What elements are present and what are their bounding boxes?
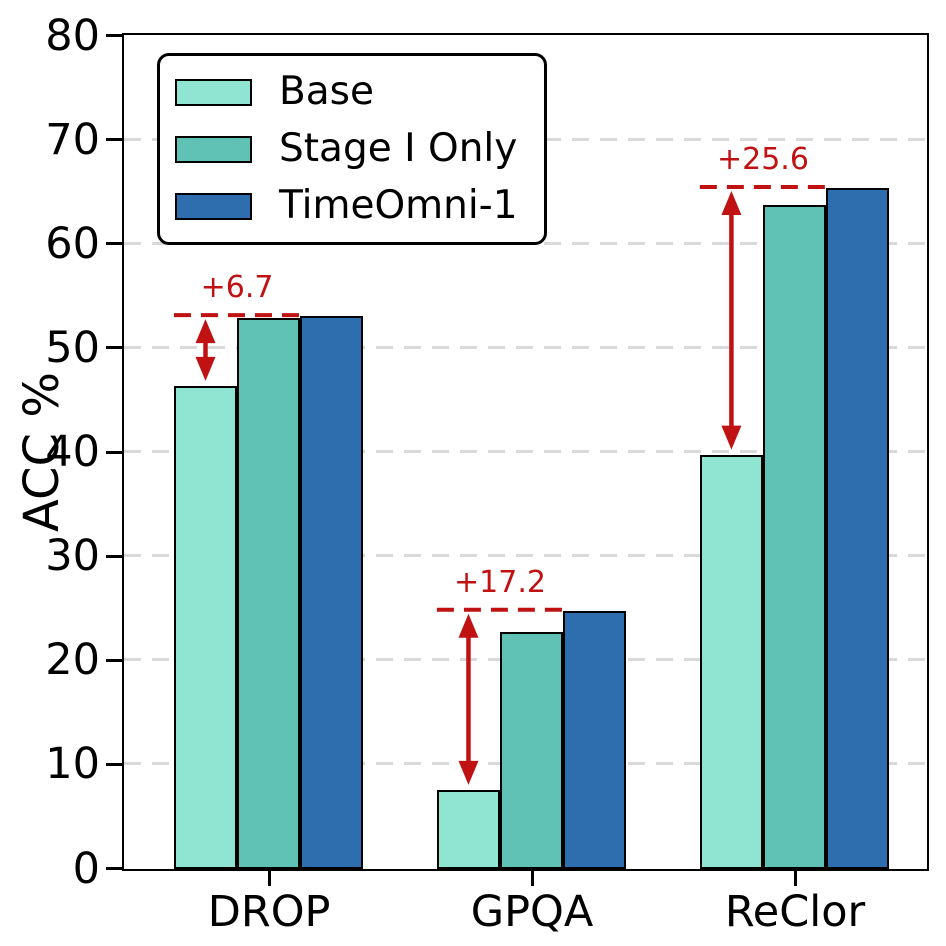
y-tick-60	[106, 242, 122, 246]
y-tick-label-0: 0	[72, 843, 100, 894]
annotation-label-drop: +6.7	[200, 270, 274, 306]
x-tick-label-reclor: ReClor	[724, 887, 866, 937]
legend-label-timeomni: TimeOmni-1	[279, 183, 518, 228]
bar-timeomni-1-drop	[300, 316, 364, 869]
x-tick-drop	[267, 871, 271, 886]
gridline-40	[124, 450, 927, 453]
legend-item-stage1: Stage I Only	[175, 125, 518, 173]
y-tick-label-80: 80	[45, 10, 100, 61]
bar-base-drop	[173, 385, 238, 869]
y-tick-label-40: 40	[45, 427, 100, 477]
x-tick-reclor	[793, 871, 797, 886]
bar-timeomni-1-reclor	[826, 188, 890, 869]
x-tick-label-drop: DROP	[207, 887, 331, 937]
legend-swatch-timeomni	[175, 192, 252, 220]
y-tick-40	[106, 450, 122, 454]
bar-timeomni-1-gpqa	[563, 610, 627, 869]
annotation-arrowhead-down-reclor	[721, 425, 742, 450]
annotation-arrowhead-down-drop	[195, 356, 216, 381]
annotation-arrowhead-up-reclor	[721, 191, 742, 216]
bar-stage-i-only-gpqa	[500, 631, 564, 869]
legend-swatch-base	[175, 78, 252, 106]
bar-base-gpqa	[436, 789, 500, 869]
y-tick-50	[106, 346, 122, 350]
y-tick-20	[106, 658, 122, 662]
y-tick-label-30: 30	[45, 531, 100, 582]
y-tick-10	[106, 762, 122, 766]
annotation-arrowhead-up-drop	[195, 319, 216, 344]
y-tick-0	[106, 867, 122, 870]
y-tick-label-60: 60	[45, 218, 100, 269]
y-tick-label-50: 50	[45, 322, 100, 373]
legend-item-base: Base	[175, 68, 518, 116]
y-tick-label-10: 10	[45, 739, 100, 790]
y-tick-80	[106, 34, 122, 37]
legend: Base Stage I Only TimeOmni-1	[157, 53, 547, 245]
bar-stage-i-only-reclor	[762, 204, 827, 869]
y-tick-30	[106, 554, 122, 558]
x-tick-gpqa	[530, 871, 534, 886]
y-tick-label-20: 20	[45, 635, 100, 686]
annotation-arrowhead-up-gpqa	[458, 613, 479, 638]
plot-area: +6.7 +17.2 +25.6 Base Stage I Only TimeOmn…	[122, 33, 929, 871]
y-tick-70	[106, 138, 122, 142]
annotation-label-reclor: +25.6	[717, 142, 809, 178]
gridline-30	[124, 554, 927, 558]
x-tick-label-gpqa: GPQA	[470, 887, 594, 937]
gridline-50	[124, 345, 927, 349]
legend-label-base: Base	[279, 69, 374, 114]
legend-swatch-stage1	[175, 135, 252, 163]
legend-label-stage1: Stage I Only	[279, 126, 518, 171]
bar-base-reclor	[699, 454, 763, 869]
annotation-layer	[173, 185, 827, 785]
bar-stage-i-only-drop	[237, 318, 301, 869]
y-tick-label-70: 70	[45, 114, 100, 165]
annotation-arrowhead-down-gpqa	[458, 760, 479, 785]
annotation-label-gpqa: +17.2	[454, 564, 546, 600]
legend-item-timeomni: TimeOmni-1	[175, 182, 518, 230]
